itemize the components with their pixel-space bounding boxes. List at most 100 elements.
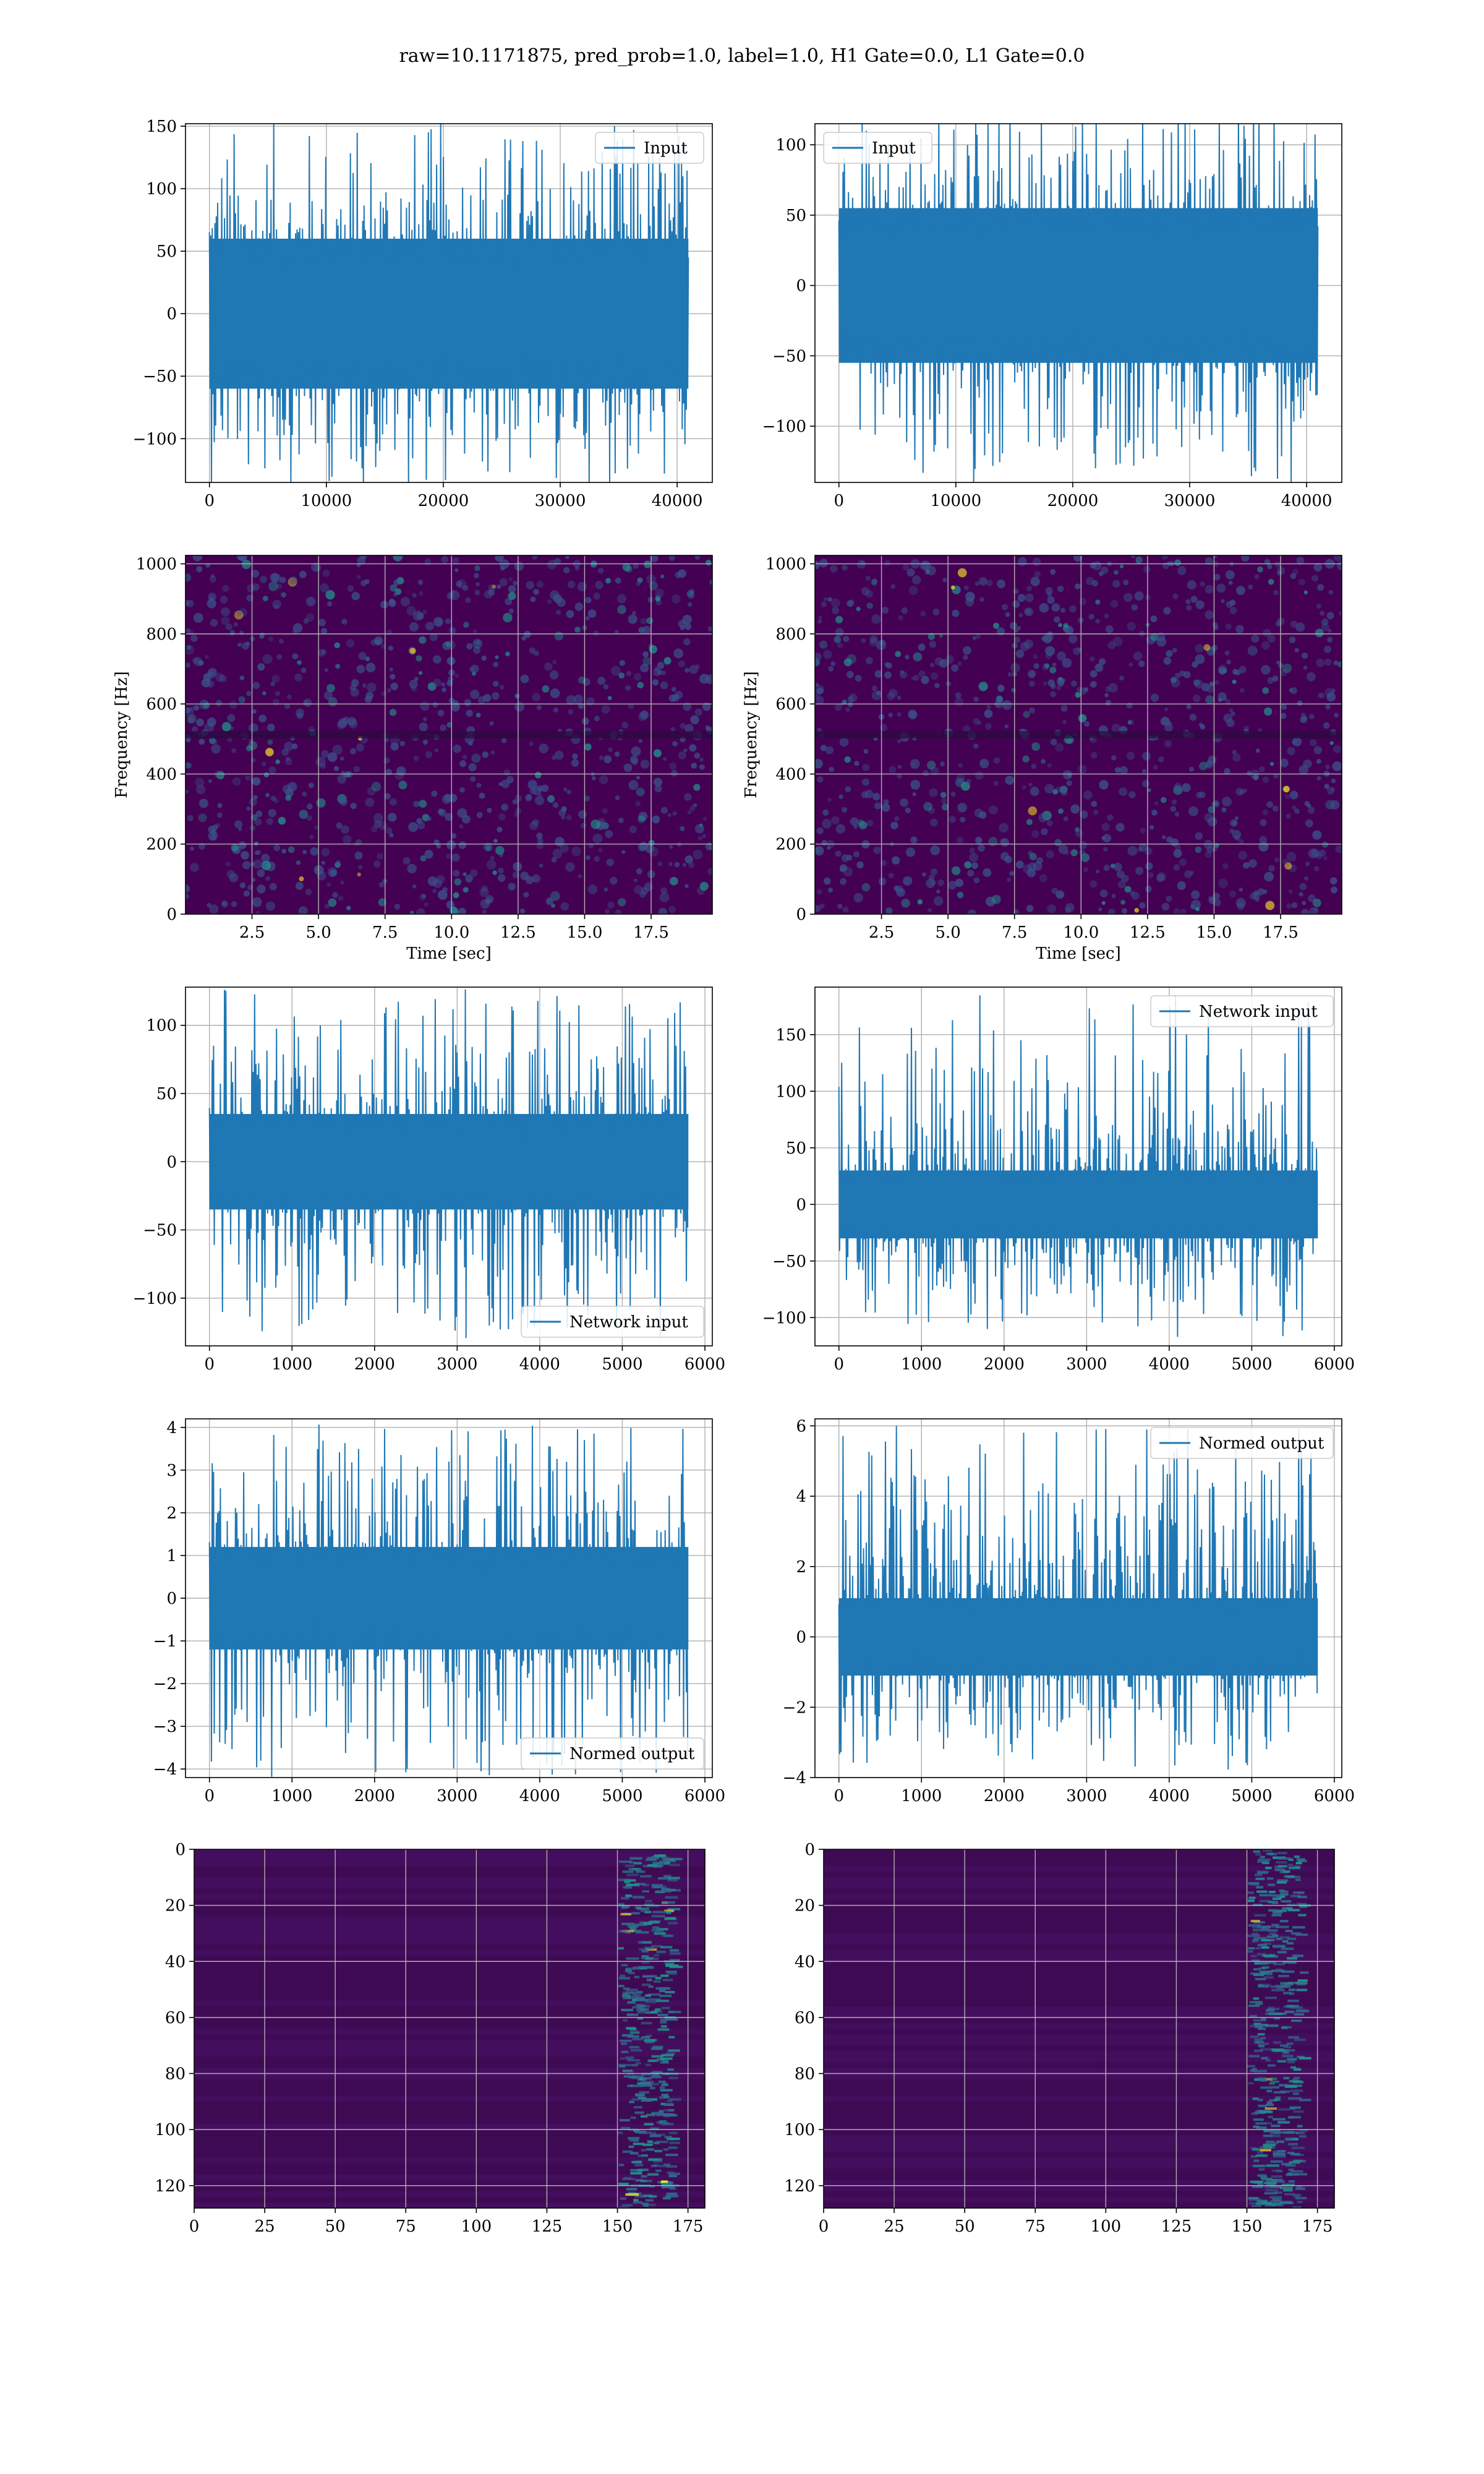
heatmap-cell	[321, 860, 325, 865]
heatmap-cell	[1063, 623, 1068, 628]
heatmap-cell	[251, 570, 260, 578]
heatmap-cell	[1248, 2055, 1260, 2058]
heatmap-cell	[1264, 2185, 1278, 2188]
heatmap-cell	[1287, 1903, 1296, 1906]
series-line	[838, 124, 1319, 482]
heatmap-cell	[1305, 819, 1313, 828]
heatmap-cell	[627, 2059, 641, 2062]
heatmap-cell	[699, 674, 710, 684]
heatmap-cell	[229, 630, 236, 636]
heatmap-cell	[321, 649, 327, 655]
axes-frame	[194, 1849, 706, 2209]
heatmap-cell	[474, 573, 479, 579]
heatmap-cell	[492, 584, 496, 589]
heatmap-cell	[1163, 607, 1171, 615]
heatmap-cell	[398, 781, 407, 790]
heatmap-cell	[1047, 904, 1057, 914]
heatmap-cell	[373, 820, 382, 828]
heatmap-cell	[1262, 776, 1269, 783]
heatmap-cell	[193, 612, 203, 623]
heatmap-cell	[1276, 1909, 1287, 1912]
heatmap-cell	[512, 799, 518, 805]
heatmap-row	[194, 1922, 705, 1928]
heatmap-cell	[1289, 2080, 1302, 2083]
heatmap-cell	[1277, 1879, 1289, 1882]
heatmap-cell	[1033, 663, 1039, 669]
heatmap-cell	[897, 695, 902, 700]
heatmap-cell	[1253, 2019, 1266, 2022]
heatmap-cell	[848, 693, 858, 703]
x-tick-label: 100	[461, 2217, 492, 2236]
heatmap-row	[194, 2163, 705, 2169]
x-tick-label: 20000	[1047, 492, 1099, 510]
heatmap-cell	[388, 645, 394, 651]
heatmap-cell	[1292, 2138, 1298, 2141]
heatmap-cell	[1259, 836, 1268, 844]
heatmap-cell	[483, 842, 493, 852]
x-tick-label: 10.0	[433, 923, 469, 942]
heatmap-cell	[1235, 897, 1246, 908]
heatmap-cell	[652, 668, 661, 677]
heatmap-cell	[628, 703, 634, 709]
heatmap-cell	[604, 909, 610, 914]
heatmap-cell	[659, 2120, 667, 2123]
heatmap-cell	[922, 872, 926, 877]
heatmap-cell	[978, 682, 988, 691]
heatmap-cell	[1287, 747, 1295, 755]
heatmap-cell	[1222, 863, 1229, 870]
y-tick-label: −3	[153, 1718, 177, 1736]
heatmap-cell	[1193, 679, 1200, 687]
heatmap-cell	[648, 847, 659, 857]
y-tick-label: 1000	[136, 555, 177, 574]
heatmap-cell	[1226, 659, 1231, 665]
heatmap-cell	[1017, 626, 1021, 630]
heatmap-cell	[634, 1883, 646, 1886]
heatmap-cell	[242, 861, 251, 870]
heatmap-cell	[620, 2057, 633, 2060]
heatmap-cell	[635, 801, 641, 807]
heatmap-cell	[617, 2131, 623, 2134]
heatmap-cell	[617, 1985, 625, 1988]
heatmap-cell	[671, 769, 678, 777]
heatmap-cell	[249, 723, 258, 734]
heatmap-row	[194, 2057, 705, 2063]
heatmap-cell	[620, 1912, 632, 1915]
heatmap-cell	[258, 714, 267, 723]
heatmap-cell	[823, 597, 827, 601]
heatmap-cell	[1258, 2168, 1265, 2171]
series-group	[208, 989, 689, 1338]
heatmap-cell	[1075, 691, 1081, 698]
heatmap-cell	[1078, 714, 1087, 722]
heatmap-cell	[555, 610, 561, 615]
heatmap-cell	[378, 821, 387, 831]
heatmap-cell	[1261, 1939, 1271, 1942]
heatmap-cell	[646, 2148, 654, 2151]
heatmap-cell	[1166, 650, 1173, 657]
heatmap-cell	[640, 760, 650, 769]
heatmap-cell	[1170, 806, 1177, 812]
heatmap-cell	[645, 2063, 652, 2066]
heatmap-cell	[874, 803, 881, 810]
heatmap-cell	[288, 782, 297, 792]
heatmap-cell	[1026, 905, 1034, 912]
heatmap-cell	[1288, 2036, 1300, 2039]
heatmap-cell	[842, 700, 847, 704]
x-tick-label: 4000	[519, 1787, 560, 1805]
heatmap-cell	[618, 1977, 630, 1980]
heatmap-cell	[420, 701, 430, 711]
heatmap-row	[824, 1972, 1334, 1979]
heatmap-row	[194, 1872, 705, 1878]
y-tick-label: 100	[155, 2121, 186, 2139]
heatmap-cell	[539, 863, 544, 868]
heatmap-cell	[1255, 2040, 1261, 2044]
heatmap-cell	[942, 803, 949, 811]
heatmap-cell	[1260, 2048, 1271, 2051]
heatmap-cell	[975, 836, 983, 844]
heatmap-cell	[520, 674, 529, 683]
heatmap-cell	[660, 807, 668, 814]
y-tick-label: 0	[804, 1841, 815, 1859]
heatmap-cell	[1229, 708, 1234, 713]
heatmap-cell	[693, 849, 703, 860]
heatmap-cell	[1195, 846, 1202, 854]
heatmap-cell	[660, 574, 665, 579]
